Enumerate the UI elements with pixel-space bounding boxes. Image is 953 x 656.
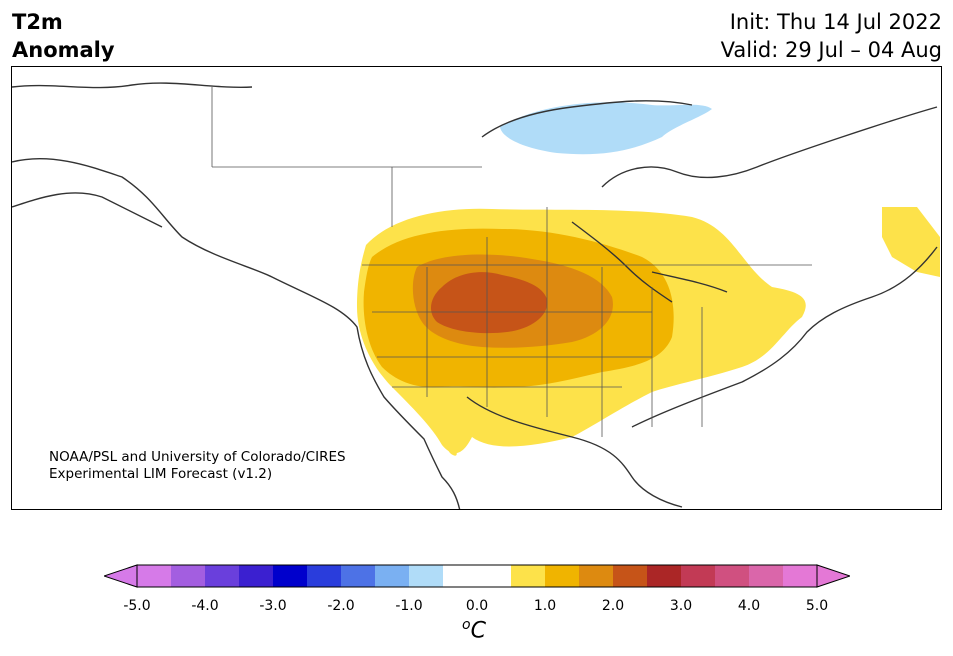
colorbar-tick-label: 0.0 (465, 598, 489, 614)
state-borders (211, 87, 812, 437)
colorbar-cell (613, 565, 648, 587)
cool-anomaly-region (500, 102, 712, 155)
warm-anomaly-level-4 (430, 272, 548, 334)
credit-line-1: NOAA/PSL and University of Colorado/CIRE… (49, 449, 346, 465)
valid-date: Valid: 29 Jul – 04 Aug (720, 38, 942, 62)
init-date: Init: Thu 14 Jul 2022 (729, 10, 942, 34)
unit-degree: o (462, 617, 471, 633)
map-title: T2m Anomaly (12, 8, 115, 64)
warm-anomaly-baja (422, 402, 457, 456)
colorbar-tick-label: 2.0 (601, 598, 625, 614)
credit-text: NOAA/PSL and University of Colorado/CIRE… (49, 449, 346, 483)
colorbar-tick-label: -5.0 (123, 598, 151, 614)
colorbar-tick-label: -1.0 (395, 598, 423, 614)
colorbar (104, 564, 850, 588)
colorbar-cell (749, 565, 784, 587)
warm-anomaly-canada-east (882, 207, 940, 277)
colorbar-tick-label: -2.0 (327, 598, 355, 614)
colorbar-cell (511, 565, 546, 587)
colorbar-tick-label: 5.0 (805, 598, 829, 614)
colorbar-cell (171, 565, 206, 587)
forecast-dates: Init: Thu 14 Jul 2022 Valid: 29 Jul – 04… (721, 8, 942, 64)
anomaly-map (11, 66, 942, 510)
colorbar-tick-label: 4.0 (737, 598, 761, 614)
colorbar-tick-label: -3.0 (259, 598, 287, 614)
colorbar-cells (137, 565, 818, 587)
colorbar-cell (681, 565, 716, 587)
colorbar-cell (647, 565, 682, 587)
unit-label: oC (462, 617, 486, 643)
colorbar-cell (409, 565, 444, 587)
colorbar-cell (307, 565, 342, 587)
colorbar-tick-label: 3.0 (669, 598, 693, 614)
colorbar-cell (579, 565, 614, 587)
anomaly-label: Anomaly (12, 38, 115, 62)
variable-label: T2m (12, 10, 63, 34)
colorbar-cell (341, 565, 376, 587)
colorbar-cell (273, 565, 308, 587)
colorbar-cell (375, 565, 410, 587)
colorbar-cell (783, 565, 818, 587)
colorbar-tick-label: -4.0 (191, 598, 219, 614)
colorbar-cell (715, 565, 750, 587)
colorbar-cell (443, 565, 478, 587)
colorbar-cell (545, 565, 580, 587)
colorbar-outline (136, 564, 818, 588)
colorbar-extend-low (104, 564, 138, 588)
unit-letter: C (470, 618, 486, 644)
colorbar-tick-label: 1.0 (533, 598, 557, 614)
colorbar-cell (477, 565, 512, 587)
credit-line-2: Experimental LIM Forecast (v1.2) (49, 466, 273, 482)
colorbar-cell (239, 565, 274, 587)
colorbar-extend-high (816, 564, 850, 588)
colorbar-cell (205, 565, 240, 587)
colorbar-cell (137, 565, 172, 587)
map-canvas (12, 82, 940, 509)
coastlines (12, 82, 938, 509)
